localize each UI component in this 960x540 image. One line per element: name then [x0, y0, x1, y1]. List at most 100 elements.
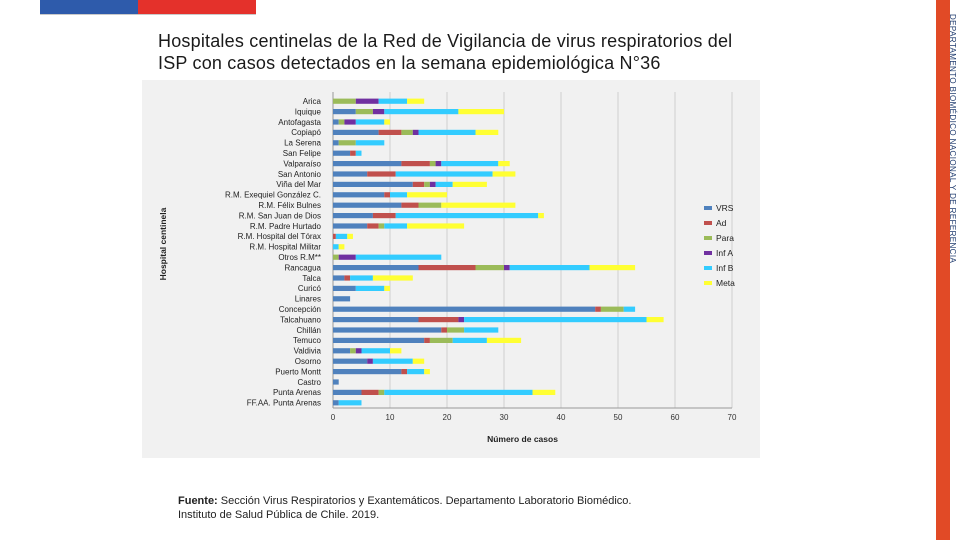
- category-label: La Serena: [284, 139, 321, 148]
- bar-meta-segment: [486, 337, 522, 343]
- bar-inf-b-segment: [355, 150, 362, 156]
- bar-inf-a-segment: [355, 98, 379, 104]
- bar-inf-b-segment: [390, 192, 408, 198]
- bar-inf-a-segment: [367, 358, 373, 364]
- header-flag-red: [138, 0, 256, 14]
- bar-inf-b-segment: [407, 369, 425, 375]
- legend-swatch-ad: [704, 221, 712, 225]
- bar-inf-b-segment: [372, 358, 413, 364]
- x-tick-label: 40: [557, 413, 566, 422]
- bar-inf-a-segment: [435, 161, 442, 167]
- bar-meta-segment: [452, 181, 487, 187]
- bar-vrs-segment: [333, 129, 379, 135]
- bar-ad-segment: [344, 275, 351, 281]
- bar-meta-segment: [407, 223, 465, 229]
- bar-inf-b-segment: [350, 275, 373, 281]
- category-label: Arica: [303, 97, 322, 106]
- bar-ad-segment: [401, 161, 430, 167]
- bar-meta-segment: [424, 369, 430, 375]
- bar-inf-b-segment: [355, 119, 385, 125]
- bar-meta-segment: [646, 317, 664, 323]
- bar-inf-a-segment: [338, 254, 356, 260]
- bar-meta-segment: [538, 213, 544, 219]
- legend-label: Inf A: [716, 248, 733, 258]
- bar-meta-segment: [347, 233, 353, 239]
- category-label: Puerto Montt: [275, 367, 322, 376]
- category-label: R.M. Félix Bulnes: [258, 201, 321, 210]
- bar-vrs-segment: [333, 389, 362, 395]
- bar-vrs-segment: [333, 171, 368, 177]
- bar-para-segment: [378, 223, 385, 229]
- category-label: Temuco: [293, 336, 322, 345]
- bar-meta-segment: [441, 202, 516, 208]
- bar-vrs-segment: [333, 400, 339, 406]
- bar-ad-segment: [372, 213, 396, 219]
- bar-vrs-segment: [333, 306, 596, 312]
- category-label: Otros R.M**: [278, 253, 321, 262]
- bar-para-segment: [355, 109, 373, 115]
- bar-vrs-segment: [333, 223, 368, 229]
- bar-inf-b-segment: [452, 337, 487, 343]
- bar-ad-segment: [418, 317, 459, 323]
- source-text-2: Instituto de Salud Pública de Chile. 201…: [178, 509, 380, 521]
- bar-inf-b-segment: [395, 171, 493, 177]
- bar-ad-segment: [384, 192, 390, 198]
- category-label: Talcahuano: [280, 315, 321, 324]
- category-label: Punta Arenas: [273, 388, 321, 397]
- bar-vrs-segment: [333, 379, 339, 385]
- x-tick-label: 70: [728, 413, 737, 422]
- bar-para-segment: [600, 306, 624, 312]
- legend-swatch-meta: [704, 281, 712, 285]
- legend-swatch-para: [704, 236, 712, 240]
- legend-swatch-vrs: [704, 206, 712, 210]
- category-label: San Antonio: [278, 170, 322, 179]
- bar-vrs-segment: [333, 192, 385, 198]
- bar-vrs-segment: [333, 358, 368, 364]
- source-text-1: Sección Virus Respiratorios y Exantemáti…: [220, 495, 632, 507]
- bar-inf-b-segment: [418, 129, 476, 135]
- category-label: R.M. Hospital Militar: [249, 243, 321, 252]
- bar-inf-b-segment: [441, 161, 499, 167]
- bar-ad-segment: [350, 150, 356, 156]
- bar-para-segment: [350, 348, 356, 354]
- category-label: Antofagasta: [278, 118, 321, 127]
- bar-inf-b-segment: [338, 400, 362, 406]
- bar-meta-segment: [384, 119, 390, 125]
- category-label: Castro: [297, 378, 321, 387]
- bar-ad-segment: [367, 171, 396, 177]
- header-flag-blue: [40, 0, 138, 14]
- bar-vrs-segment: [333, 285, 356, 291]
- bar-vrs-segment: [333, 337, 425, 343]
- bar-meta-segment: [458, 109, 504, 115]
- slide-title-line-2: ISP con casos detectados en la semana ep…: [158, 53, 661, 73]
- bar-para-segment: [333, 98, 356, 104]
- bar-para-segment: [418, 202, 442, 208]
- bar-meta-segment: [589, 265, 636, 271]
- bar-ad-segment: [401, 202, 419, 208]
- chart-panel: 0 10 20 30 40 50 60 70 Arica Iquique Antofagasta Co…: [142, 80, 760, 458]
- bar-inf-a-segment: [372, 109, 385, 115]
- side-accent-margin: [950, 0, 960, 540]
- bar-inf-a-segment: [355, 348, 362, 354]
- bar-ad-segment: [333, 233, 336, 239]
- bar-ad-segment: [378, 129, 402, 135]
- category-label: Valdivia: [294, 347, 322, 356]
- bar-inf-a-segment: [504, 265, 510, 271]
- bar-meta-segment: [532, 389, 556, 395]
- bar-inf-b-segment: [623, 306, 636, 312]
- x-tick-label: 10: [386, 413, 395, 422]
- bar-ad-segment: [367, 223, 379, 229]
- bar-para-segment: [378, 389, 385, 395]
- bar-vrs-segment: [333, 348, 351, 354]
- bar-ad-segment: [361, 389, 379, 395]
- bar-vrs-segment: [333, 119, 339, 125]
- bar-inf-a-segment: [344, 119, 356, 125]
- category-label: Curicó: [298, 284, 322, 293]
- bar-meta-segment: [407, 192, 447, 198]
- legend-swatch-inf-b: [704, 266, 712, 270]
- bar-inf-b-segment: [395, 213, 539, 219]
- bar-vrs-segment: [333, 275, 345, 281]
- bar-meta-segment: [338, 244, 345, 250]
- bar-para-segment: [338, 119, 345, 125]
- bar-ad-segment: [595, 306, 601, 312]
